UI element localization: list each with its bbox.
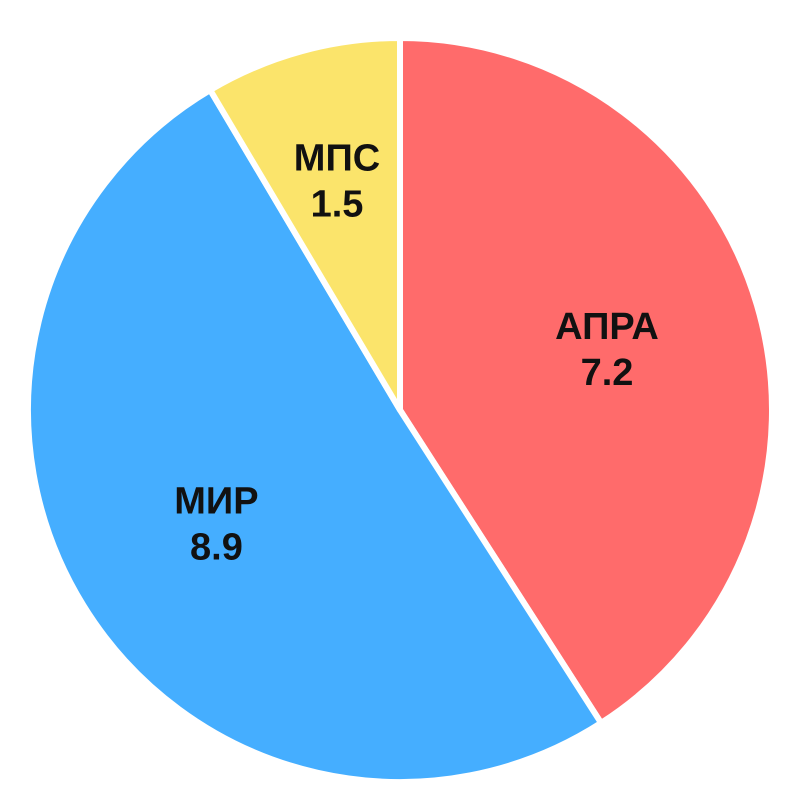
pie-slice-2 [24,87,605,785]
slice-label-3: МПС [294,137,380,179]
slice-label-2: МИР [174,480,258,522]
slice-value-3: 1.5 [311,183,364,225]
slice-value-2: 8.9 [190,526,243,568]
pie-slice-3 [207,35,403,413]
slice-value-1: 7.2 [581,352,634,394]
slice-label-1: АПРА [555,306,659,348]
